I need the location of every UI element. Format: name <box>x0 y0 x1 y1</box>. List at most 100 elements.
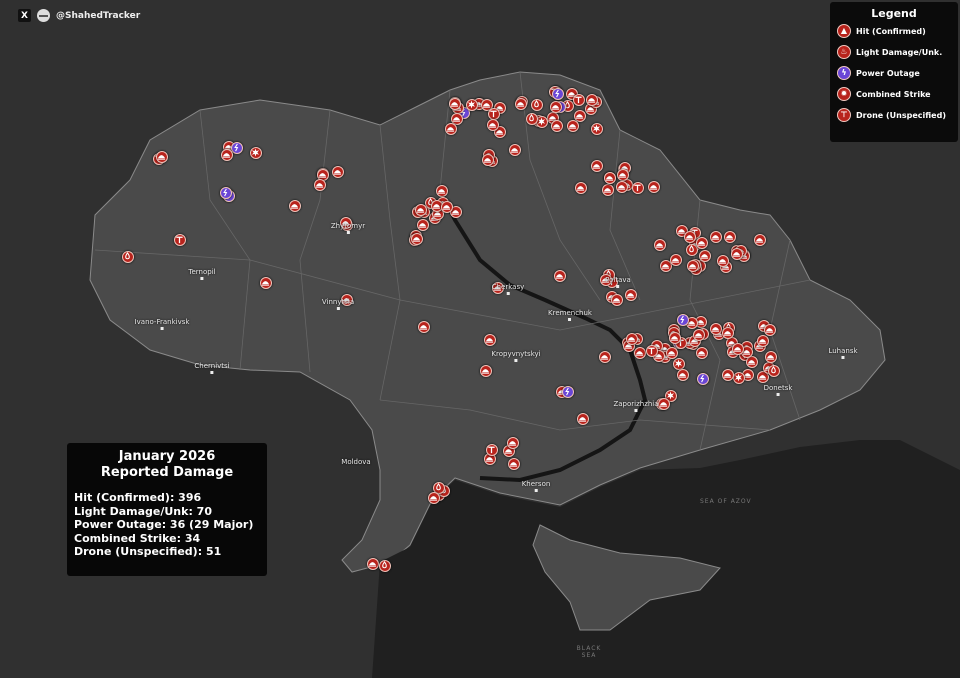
hit-marker[interactable] <box>610 294 623 307</box>
light-damage-marker[interactable] <box>526 113 539 126</box>
hit-marker[interactable] <box>657 398 670 411</box>
hit-marker[interactable] <box>575 182 587 194</box>
hit-marker[interactable] <box>441 200 453 213</box>
combined-strike-marker[interactable] <box>664 390 677 403</box>
hit-marker[interactable] <box>566 120 579 133</box>
hit-marker[interactable] <box>676 369 689 382</box>
hit-marker[interactable] <box>764 350 777 363</box>
hit-marker[interactable] <box>448 98 461 111</box>
light-damage-marker[interactable] <box>768 364 781 377</box>
power-outage-marker[interactable] <box>562 385 575 398</box>
hit-marker[interactable] <box>745 356 758 369</box>
hit-marker[interactable] <box>450 205 463 218</box>
hit-marker[interactable] <box>666 346 679 359</box>
hit-marker[interactable] <box>417 218 430 231</box>
hit-marker[interactable] <box>450 113 463 126</box>
hit-marker[interactable] <box>514 97 527 110</box>
hit-marker[interactable] <box>435 185 448 198</box>
power-outage-marker[interactable] <box>677 314 690 327</box>
hit-marker[interactable] <box>625 288 638 301</box>
drone-marker[interactable] <box>572 93 585 106</box>
hit-marker[interactable] <box>480 365 492 377</box>
light-damage-marker[interactable] <box>686 243 699 256</box>
hit-marker[interactable] <box>601 184 614 197</box>
hit-marker[interactable] <box>686 259 699 272</box>
light-damage-marker[interactable] <box>122 251 134 263</box>
city-label: Cherkasy <box>492 283 524 295</box>
hit-marker[interactable] <box>721 326 734 339</box>
hit-marker[interactable] <box>695 347 708 360</box>
hit-marker[interactable] <box>599 351 611 363</box>
light-damage-marker[interactable] <box>433 482 446 495</box>
hit-marker[interactable] <box>340 216 353 229</box>
drone-marker[interactable] <box>631 182 644 195</box>
combined-strike-marker[interactable] <box>591 122 604 135</box>
hit-marker[interactable] <box>591 160 604 172</box>
hit-marker[interactable] <box>507 437 520 450</box>
hit-marker[interactable] <box>696 236 709 249</box>
hit-marker[interactable] <box>659 259 672 272</box>
hit-marker[interactable] <box>220 148 233 161</box>
hit-marker[interactable] <box>764 324 776 336</box>
hit-marker[interactable] <box>316 169 329 182</box>
hit-marker[interactable] <box>550 101 563 114</box>
hit-marker[interactable] <box>585 93 598 106</box>
hit-marker[interactable] <box>716 255 729 268</box>
hit-marker[interactable] <box>156 150 169 163</box>
power-outage-marker[interactable] <box>220 186 233 199</box>
hit-marker[interactable] <box>508 144 521 157</box>
hit-marker[interactable] <box>481 99 494 112</box>
hit-marker[interactable] <box>554 270 566 282</box>
hit-marker[interactable] <box>616 181 629 194</box>
hit-marker[interactable] <box>314 178 327 191</box>
drone-marker[interactable] <box>645 344 658 357</box>
hit-marker[interactable] <box>603 172 616 185</box>
hit-marker[interactable] <box>599 274 612 287</box>
hit-marker[interactable] <box>577 413 589 425</box>
hit-marker[interactable] <box>698 250 711 263</box>
hit-marker[interactable] <box>626 333 639 346</box>
hit-marker[interactable] <box>415 204 428 217</box>
hit-marker[interactable] <box>756 370 769 383</box>
combined-strike-marker[interactable] <box>250 147 263 160</box>
hit-marker[interactable] <box>550 120 563 133</box>
hit-marker[interactable] <box>428 492 441 505</box>
hit-marker[interactable] <box>617 168 630 181</box>
light-damage-marker[interactable] <box>379 559 392 572</box>
power-outage-marker[interactable] <box>697 372 710 385</box>
hit-marker[interactable] <box>481 153 494 166</box>
hit-marker[interactable] <box>648 181 660 193</box>
hit-marker[interactable] <box>331 165 344 178</box>
hit-marker[interactable] <box>756 334 769 347</box>
hit-marker[interactable] <box>508 458 521 471</box>
hit-marker[interactable] <box>653 238 666 251</box>
power-outage-marker[interactable] <box>551 87 564 100</box>
hit-marker[interactable] <box>573 110 586 123</box>
hit-marker[interactable] <box>487 119 500 131</box>
combined-strike-marker[interactable] <box>465 98 478 111</box>
hit-marker[interactable] <box>484 334 496 346</box>
hit-marker[interactable] <box>730 247 743 260</box>
hit-marker[interactable] <box>731 343 744 356</box>
hit-marker[interactable] <box>721 368 734 381</box>
hit-marker[interactable] <box>410 232 423 245</box>
hit-marker[interactable] <box>723 231 736 244</box>
hit-marker[interactable] <box>260 277 272 289</box>
hit-marker[interactable] <box>684 231 696 244</box>
hit-marker[interactable] <box>668 332 681 345</box>
power-outage-marker[interactable] <box>230 142 243 155</box>
hit-marker[interactable] <box>754 234 766 246</box>
hit-marker[interactable] <box>669 253 682 266</box>
hit-marker[interactable] <box>341 294 353 306</box>
drone-marker[interactable] <box>486 444 499 457</box>
hit-marker[interactable] <box>366 557 379 570</box>
hit-marker[interactable] <box>289 200 301 212</box>
hit-marker[interactable] <box>492 282 504 294</box>
light-damage-marker[interactable] <box>531 99 544 112</box>
hit-marker[interactable] <box>709 230 722 243</box>
hit-marker[interactable] <box>709 323 722 336</box>
hit-marker[interactable] <box>418 321 430 333</box>
hit-marker[interactable] <box>692 328 705 341</box>
hit-marker[interactable] <box>444 123 457 136</box>
drone-marker[interactable] <box>174 234 186 246</box>
